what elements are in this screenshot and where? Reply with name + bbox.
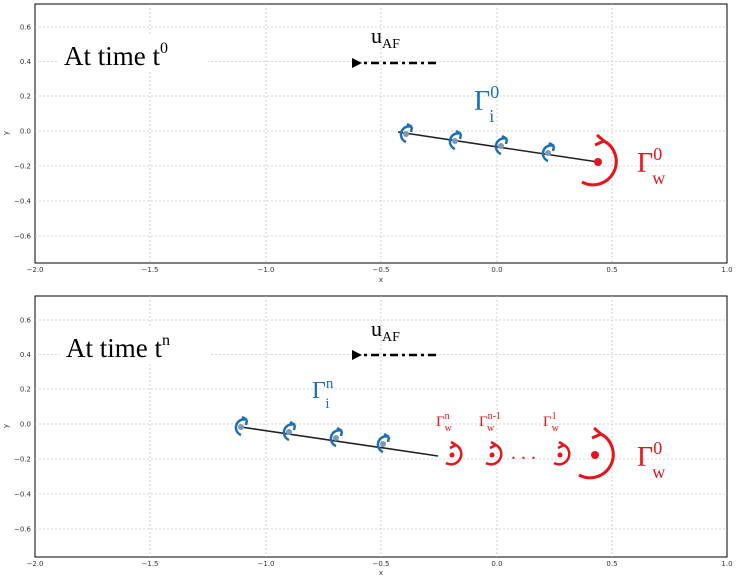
grid: [35, 4, 727, 263]
wake-circulation-label: Γ0 w: [637, 144, 665, 188]
x-tick-label: −0.5: [373, 266, 390, 274]
x-tick-label: 0.5: [606, 266, 617, 274]
bound-vortex-icon: [494, 134, 509, 156]
freestream-label: uAF: [371, 316, 400, 345]
x-tick-labels: −2.0 −1.5 −1.0 −0.5 0.0 0.5 1.0: [27, 560, 733, 568]
x-tick-labels: −2.0 −1.5 −1.0 −0.5 0.0 0.5 1.0: [27, 266, 733, 274]
x-tick-label: 0.5: [606, 560, 617, 568]
y-axis-label: y: [2, 131, 10, 135]
y-tick-label: 0.6: [20, 317, 32, 325]
wake-vortex-icon: [485, 440, 503, 466]
y-tick-label: 0.6: [20, 24, 32, 32]
bound-vortex-icon: [541, 141, 556, 163]
freestream-label: uAF: [371, 23, 400, 52]
y-tick-label: 0.4: [20, 58, 32, 66]
x-tick-label: −1.0: [258, 266, 275, 274]
wake-ellipsis: . . .: [511, 442, 536, 464]
wake-vortex-icon: [553, 440, 571, 466]
bound-vortices: [399, 122, 556, 163]
x-tick-label: −1.5: [142, 560, 159, 568]
y-tick-label: −0.2: [14, 163, 31, 171]
y-tick-label: 0.2: [20, 93, 31, 101]
y-tick-label: 0.4: [20, 351, 32, 359]
x-axis-label: x: [379, 276, 383, 284]
y-axis-label: y: [2, 424, 10, 428]
y-tick-label: −0.6: [14, 526, 32, 534]
x-tick-label: 0.0: [491, 266, 502, 274]
y-tick-label: 0.0: [20, 421, 31, 429]
x-tick-label: −2.0: [27, 560, 44, 568]
bound-circulation-label: Γ0 i: [474, 82, 499, 126]
x-tick-label: −1.0: [258, 560, 275, 568]
wake-circulation-label-n: Γn w: [436, 411, 453, 434]
x-tick-label: 1.0: [721, 560, 732, 568]
wake-vortex-icon: [445, 440, 463, 466]
y-tick-label: 0.0: [20, 128, 31, 136]
bound-vortices: [234, 415, 391, 454]
bound-vortex-icon: [329, 426, 344, 448]
y-tick-label: −0.4: [14, 198, 32, 206]
panel-title: At time tn: [66, 332, 170, 363]
wake-vortex-icon: [581, 133, 618, 187]
panel-bottom: −2.0 −1.5 −1.0 −0.5 0.0 0.5 1.0 x 0.6 0.…: [2, 295, 733, 577]
x-tick-label: −1.5: [142, 266, 159, 274]
bound-vortex-icon: [399, 122, 414, 144]
wake-circulation-label-n-1: Γn-1 w: [479, 411, 501, 434]
y-tick-labels: 0.6 0.4 0.2 0.0 −0.2 −0.4 −0.6: [14, 317, 32, 534]
wake-vortices: [445, 440, 571, 466]
x-axis-label: x: [379, 569, 383, 577]
panel-top: −2.0 −1.5 −1.0 −0.5 0.0 0.5 1.0 x 0.6 0.…: [2, 3, 733, 284]
y-tick-label: −0.6: [14, 233, 32, 241]
x-tick-label: −0.5: [373, 560, 390, 568]
airfoil-chord: [397, 131, 599, 163]
bound-vortex-icon: [234, 415, 249, 437]
x-tick-label: −2.0: [27, 266, 44, 274]
bound-vortex-icon: [448, 129, 463, 151]
y-tick-labels: 0.6 0.4 0.2 0.0 −0.2 −0.4 −0.6: [14, 24, 32, 241]
x-tick-label: 1.0: [721, 266, 732, 274]
bound-vortex-icon: [376, 432, 391, 454]
y-tick-label: −0.2: [14, 456, 31, 464]
bound-circulation-label: Γn i: [312, 376, 334, 412]
y-tick-label: 0.2: [20, 386, 31, 394]
wake-vortex-icon: [578, 426, 615, 480]
panel-title: At time t0: [64, 40, 168, 71]
title-background: [60, 328, 210, 364]
y-tick-label: −0.4: [14, 491, 32, 499]
title-background: [58, 36, 208, 72]
wake-circulation-label-0: Γ0 w: [637, 438, 665, 482]
airfoil-chord: [240, 426, 439, 457]
x-tick-label: 0.0: [491, 560, 502, 568]
wake-circulation-label-1: Γ1 w: [543, 411, 560, 434]
bound-vortex-icon: [282, 420, 297, 442]
